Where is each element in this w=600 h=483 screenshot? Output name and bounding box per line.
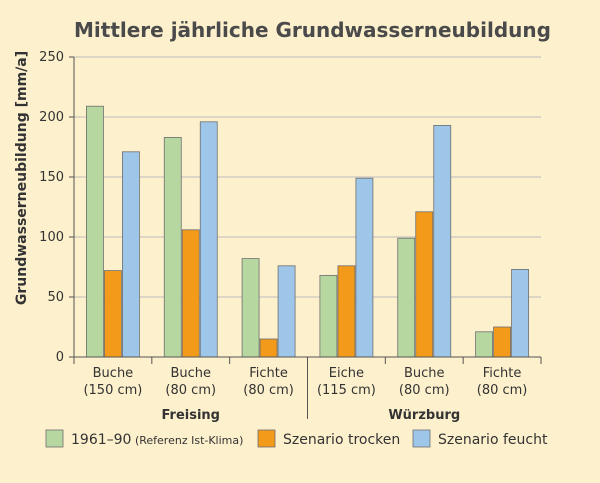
category-sublabel: (80 cm): [165, 383, 216, 398]
bar: [493, 326, 511, 358]
bar: [319, 274, 338, 358]
legend-swatch: [257, 429, 276, 448]
bar: [397, 237, 416, 358]
category-sublabel: (80 cm): [477, 383, 528, 398]
legend-label: 1961–90 (Referenz Ist-Klima): [71, 432, 243, 448]
legend-swatch: [412, 429, 431, 448]
bar: [433, 125, 452, 358]
group-labels: Freising Würzburg: [162, 357, 460, 423]
category-label: Fichte: [249, 366, 288, 381]
category-sublabel: (115 cm): [317, 383, 376, 398]
y-tick-label: 250: [39, 50, 64, 65]
chart-title: Mittlere jährliche Grundwasserneubildung: [74, 18, 551, 42]
bar: [277, 265, 296, 358]
legend-swatch: [45, 429, 64, 448]
bar: [475, 331, 493, 358]
bar: [511, 268, 529, 358]
category-label: Fichte: [483, 366, 522, 381]
legend-label: Szenario feucht: [438, 432, 548, 448]
category-label: Buche: [404, 366, 445, 381]
y-tick-labels: 0 50 100 150 200 250: [39, 50, 64, 365]
y-tick-label: 0: [56, 350, 64, 365]
category-label: Eiche: [329, 366, 364, 381]
category-label: Buche: [93, 366, 134, 381]
category-sublabel: (80 cm): [399, 383, 450, 398]
legend-label: Szenario trocken: [283, 432, 400, 448]
bar: [104, 270, 122, 358]
y-tick-label: 100: [39, 230, 64, 245]
y-tick-label: 50: [47, 290, 64, 305]
y-tick-label: 200: [39, 110, 64, 125]
legend: 1961–90 (Referenz Ist-Klima) Szenario tro…: [45, 429, 548, 448]
bar: [163, 136, 182, 358]
bar: [259, 338, 278, 358]
bar: [181, 229, 200, 358]
bar: [337, 265, 356, 358]
bar: [122, 151, 140, 358]
group-label: Freising: [162, 408, 221, 423]
category-label: Buche: [170, 366, 211, 381]
bar: [415, 211, 434, 358]
y-tick-label: 150: [39, 170, 64, 185]
bars: [86, 105, 529, 358]
group-label: Würzburg: [388, 408, 460, 423]
y-axis-label: Grundwasserneubildung [mm/a]: [14, 51, 30, 305]
bar: [199, 121, 218, 358]
bar: [355, 177, 374, 358]
grid-lines: [74, 56, 541, 298]
category-sublabel: (80 cm): [243, 383, 294, 398]
category-labels: Buche (150 cm) Buche (80 cm) Fichte (80 cm) Ei…: [83, 366, 527, 398]
category-sublabel: (150 cm): [83, 383, 142, 398]
bar: [241, 258, 260, 358]
bar: [86, 105, 104, 358]
